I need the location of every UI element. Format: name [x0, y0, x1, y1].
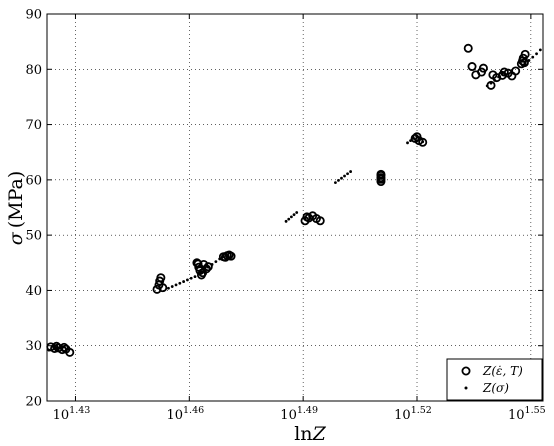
y-tick-labels: 20 30 40 50 60 70 80 90	[25, 8, 42, 410]
data-point-dot	[167, 286, 170, 290]
y-tick-label: 40	[25, 284, 42, 299]
data-point-circle	[193, 259, 203, 269]
data-point-dot	[295, 211, 299, 214]
series-z-strain-rate-temperature	[46, 43, 530, 357]
y-axis-label-variable: σ	[5, 231, 27, 245]
x-tick-label-base: 10	[53, 408, 70, 423]
x-tick-label: 101.46	[166, 405, 204, 423]
data-point-dot	[174, 283, 178, 287]
ticks	[47, 13, 543, 402]
data-point-dot	[182, 280, 186, 283]
data-point-circle	[59, 342, 69, 352]
data-point-circle	[519, 58, 529, 68]
data-point-circle	[302, 212, 312, 222]
data-point-dot	[170, 285, 174, 288]
x-tick-labels: 101.43 101.46 101.49 101.52 101.55	[53, 405, 546, 423]
data-point-circle	[155, 276, 165, 286]
x-tick-label-base: 10	[508, 408, 525, 423]
data-point-dot	[193, 275, 197, 279]
data-point-dot	[284, 219, 288, 223]
x-tick-label-exponent: 1.49	[297, 405, 318, 416]
data-point-dot	[289, 215, 293, 219]
data-point-circle	[418, 137, 428, 147]
data-point-dot	[535, 52, 538, 56]
y-tick-label: 30	[25, 339, 42, 354]
legend-marker-dot	[464, 386, 468, 390]
y-tick-label: 80	[25, 63, 42, 78]
x-tick-label-exponent: 1.52	[411, 405, 432, 416]
legend: Z(ε̇, T) Z(σ)	[446, 358, 543, 401]
data-point-circle	[203, 262, 213, 272]
data-point-circle	[315, 216, 325, 226]
y-tick-label: 60	[25, 173, 42, 188]
data-point-circle	[65, 347, 75, 357]
data-point-circle	[478, 63, 488, 73]
legend-box	[446, 358, 543, 401]
x-tick-label: 101.55	[508, 405, 546, 423]
data-point-dot	[349, 170, 352, 173]
data-point-dot	[292, 213, 296, 217]
y-tick-label: 50	[25, 229, 42, 244]
data-point-circle	[152, 284, 162, 294]
data-point-circle	[467, 62, 477, 72]
data-point-circle	[198, 268, 208, 278]
data-point-dot	[178, 281, 182, 285]
y-axis-label-unit: (MPa)	[5, 171, 27, 229]
legend-label-circle: Z(ε̇, T)	[482, 364, 523, 378]
data-point-dot	[214, 260, 218, 264]
x-tick-label-exponent: 1.46	[183, 405, 204, 416]
data-point-dot	[340, 176, 343, 180]
data-point-circle	[511, 66, 521, 76]
data-point-dot	[343, 174, 346, 178]
data-point-dot	[531, 55, 535, 59]
data-point-dot	[406, 141, 409, 145]
data-point-circle	[224, 250, 234, 260]
y-tick-label: 20	[25, 395, 42, 410]
x-axis-label: lnZ	[294, 423, 326, 445]
data-point-circle	[486, 80, 496, 90]
y-axis-label: σ (MPa)	[5, 171, 27, 246]
data-point-circle	[376, 174, 386, 184]
data-point-circle	[412, 132, 422, 142]
data-point-dot	[189, 276, 193, 280]
data-point-dot	[186, 278, 189, 282]
data-point-dot	[337, 179, 340, 182]
plot-frame	[46, 13, 544, 402]
x-tick-label-exponent: 1.43	[69, 405, 90, 416]
data-point-dot	[538, 48, 542, 52]
x-tick-label: 101.49	[280, 405, 318, 423]
x-tick-label: 101.43	[53, 405, 91, 423]
y-tick-label: 70	[25, 118, 42, 133]
data-point-circle	[376, 170, 386, 180]
legend-label-dot: Z(σ)	[482, 381, 509, 395]
data-point-circle	[497, 70, 507, 80]
x-axis-label-variable: Z	[312, 423, 327, 445]
x-tick-label-exponent: 1.55	[525, 405, 546, 416]
grid	[47, 14, 543, 401]
data-point-dot	[346, 172, 349, 176]
data-point-circle	[518, 56, 528, 66]
x-tick-label-base: 10	[280, 408, 297, 423]
data-point-dot	[334, 181, 337, 185]
data-point-circle	[463, 43, 473, 53]
x-tick-label-base: 10	[166, 408, 183, 423]
data-point-dot	[287, 217, 291, 221]
x-tick-label: 101.52	[394, 405, 432, 423]
y-tick-label: 90	[25, 8, 42, 23]
x-tick-label-base: 10	[394, 408, 411, 423]
legend-marker-circle	[461, 366, 471, 376]
x-axis-label-prefix: ln	[294, 423, 312, 445]
